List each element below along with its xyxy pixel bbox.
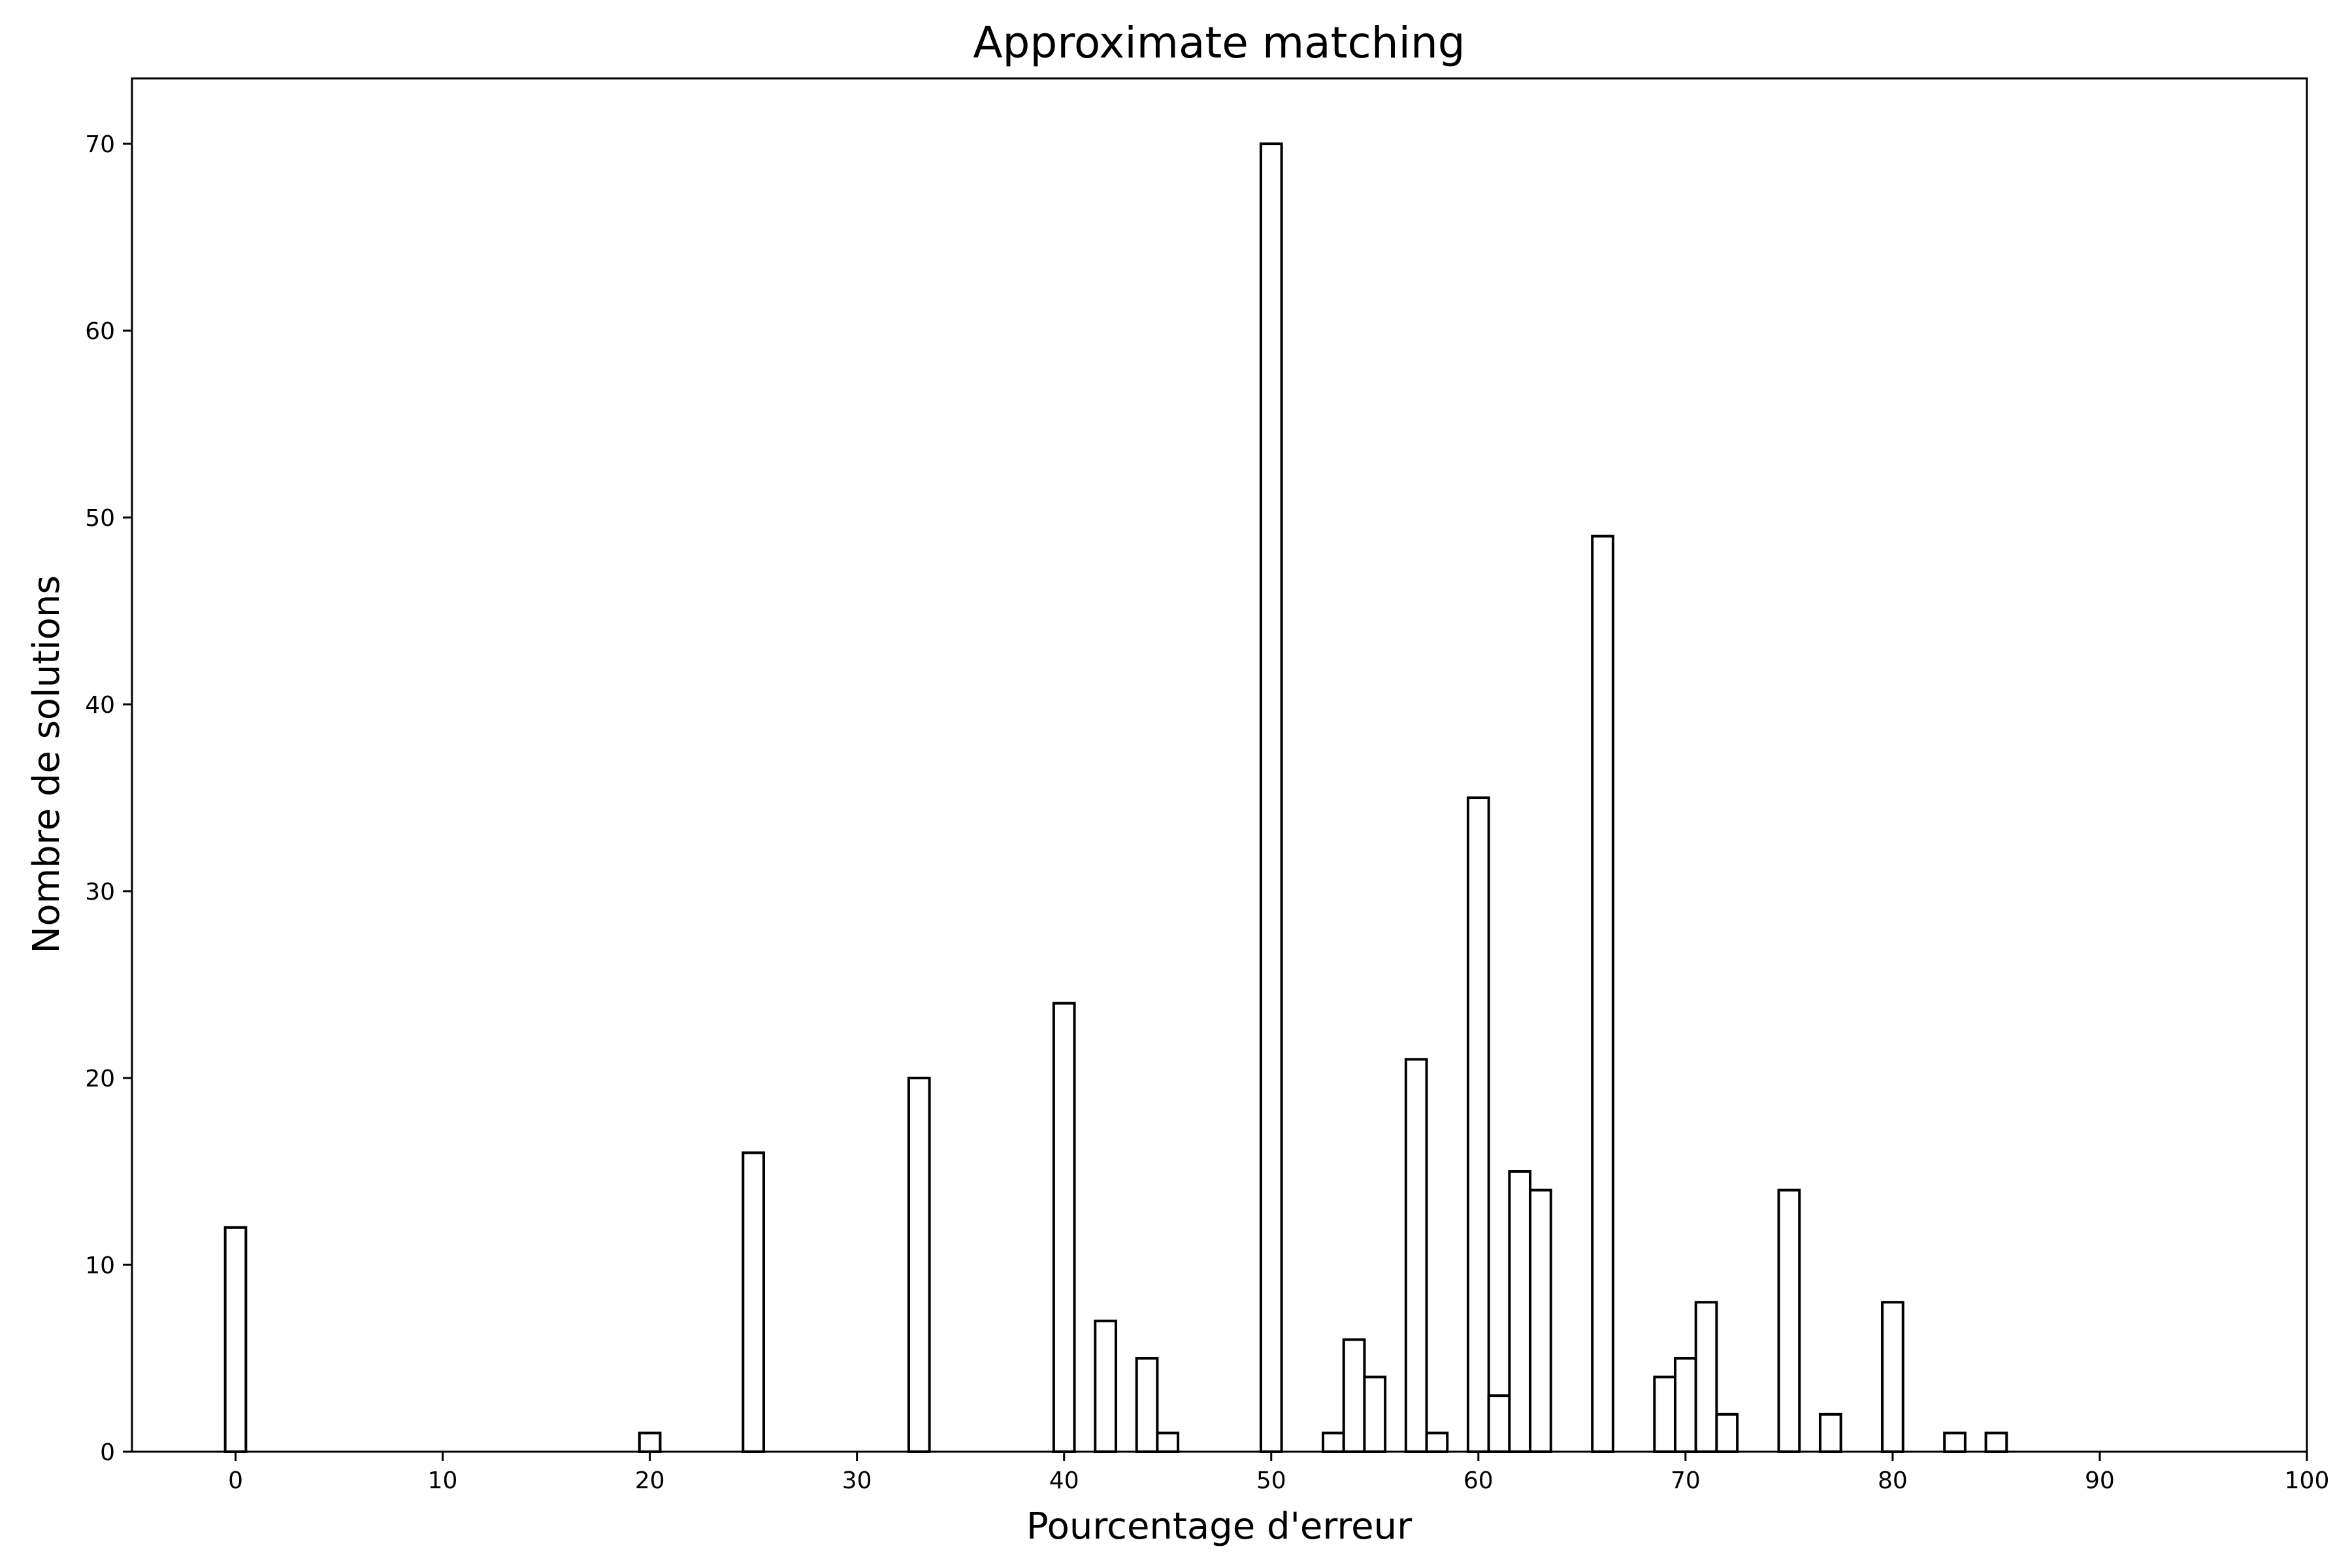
bar	[1363, 1375, 1387, 1454]
bar	[1818, 1413, 1842, 1454]
bar	[1466, 796, 1490, 1453]
bar	[1694, 1301, 1718, 1454]
bar	[1342, 1338, 1366, 1454]
y-axis-ticks: 0 10 20 30 40 50 60 70	[85, 131, 132, 1466]
bar	[1508, 1170, 1532, 1453]
bar	[1674, 1357, 1697, 1454]
bar	[1425, 1431, 1449, 1454]
bar	[1259, 142, 1283, 1454]
bar	[1322, 1431, 1345, 1454]
x-axis-ticks: 0 10 20 30 40 50 60 70 80 90 100	[228, 1452, 2329, 1494]
y-axis-label: Nombre de solutions	[25, 575, 68, 953]
chart-title: Approximate matching	[973, 18, 1465, 68]
bar	[223, 1226, 248, 1453]
bars-group	[223, 142, 2008, 1454]
y-tick-label: 20	[85, 1066, 115, 1092]
bar	[1653, 1375, 1677, 1454]
bar	[1715, 1413, 1739, 1454]
bar	[1156, 1431, 1180, 1454]
bar	[1984, 1431, 2008, 1454]
x-tick-label: 0	[228, 1467, 243, 1494]
y-tick-label: 30	[85, 879, 115, 906]
y-tick-label: 40	[85, 692, 115, 719]
y-tick-label: 70	[85, 131, 115, 158]
x-tick-label: 50	[1256, 1467, 1286, 1494]
x-tick-label: 100	[2285, 1467, 2330, 1494]
y-tick-label: 50	[85, 505, 115, 532]
x-tick-label: 10	[428, 1467, 458, 1494]
bar	[907, 1077, 931, 1453]
bar	[1881, 1301, 1904, 1454]
x-axis-label: Pourcentage d'erreur	[1026, 1505, 1413, 1548]
bar	[1052, 1002, 1076, 1454]
x-tick-label: 80	[1878, 1467, 1908, 1494]
bar	[1487, 1394, 1511, 1454]
bar	[638, 1431, 662, 1454]
x-tick-label: 60	[1463, 1467, 1494, 1494]
x-tick-label: 90	[2085, 1467, 2115, 1494]
bar	[1529, 1188, 1552, 1453]
bar	[1777, 1188, 1801, 1453]
y-tick-label: 10	[85, 1252, 115, 1279]
x-tick-label: 30	[842, 1467, 872, 1494]
bar	[1943, 1431, 1967, 1454]
bar	[1094, 1319, 1117, 1454]
x-tick-label: 20	[635, 1467, 665, 1494]
bar	[1591, 534, 1614, 1454]
bar	[1404, 1058, 1428, 1453]
bar	[742, 1151, 765, 1453]
bar	[1135, 1357, 1159, 1454]
x-tick-label: 70	[1671, 1467, 1701, 1494]
plot-frame	[131, 77, 2308, 1453]
y-tick-label: 0	[100, 1439, 115, 1466]
x-tick-label: 40	[1049, 1467, 1079, 1494]
y-tick-label: 60	[85, 318, 115, 345]
